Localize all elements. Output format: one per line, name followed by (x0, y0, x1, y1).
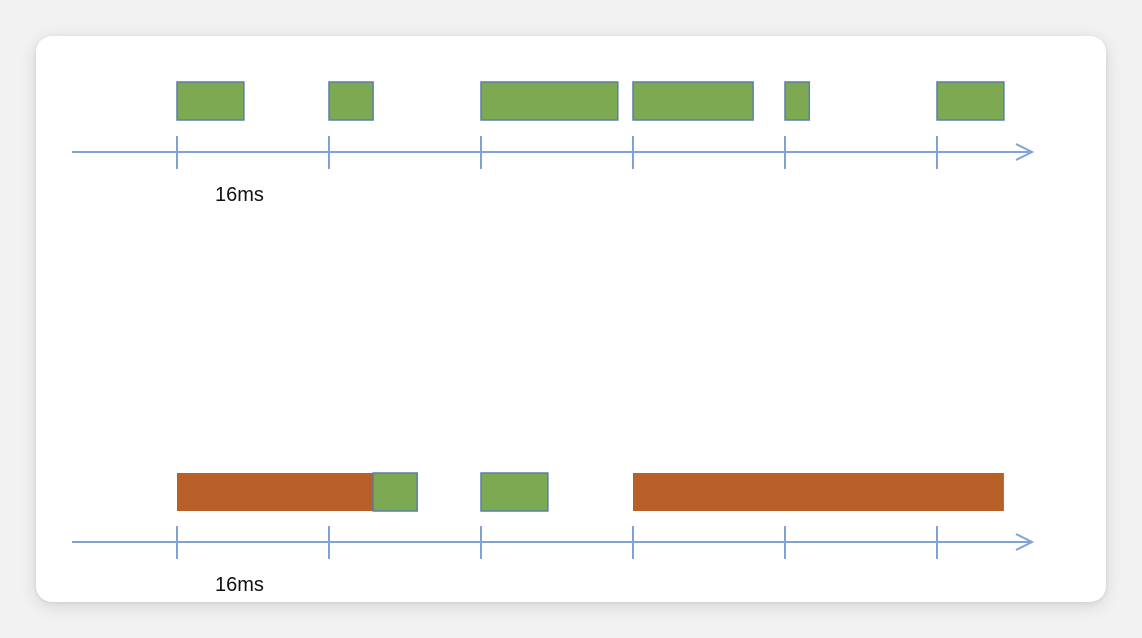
jank-frame-bar-1 (177, 473, 374, 511)
diagram-card: 16ms 16ms (36, 36, 1106, 602)
timeline-1: 16ms (72, 81, 1035, 206)
interval-label: 16ms (215, 574, 264, 596)
jank-frame-bar-4 (633, 473, 1004, 511)
interval-label: 16ms (215, 184, 264, 206)
frame-bar-2 (372, 472, 418, 512)
frame-bar-4 (632, 81, 754, 121)
frame-bar-3 (480, 472, 549, 512)
frame-bar-2 (328, 81, 374, 121)
frame-bar-6 (936, 81, 1005, 121)
axis-arrow-icon (1015, 533, 1035, 551)
axis-arrow-icon (1015, 143, 1035, 161)
frame-timing-diagram: 16ms 16ms (72, 81, 1035, 596)
frame-bar-5 (784, 81, 811, 121)
timeline-2: 16ms (72, 472, 1035, 596)
frame-bar-1 (176, 81, 245, 121)
frame-bar-3 (480, 81, 619, 121)
